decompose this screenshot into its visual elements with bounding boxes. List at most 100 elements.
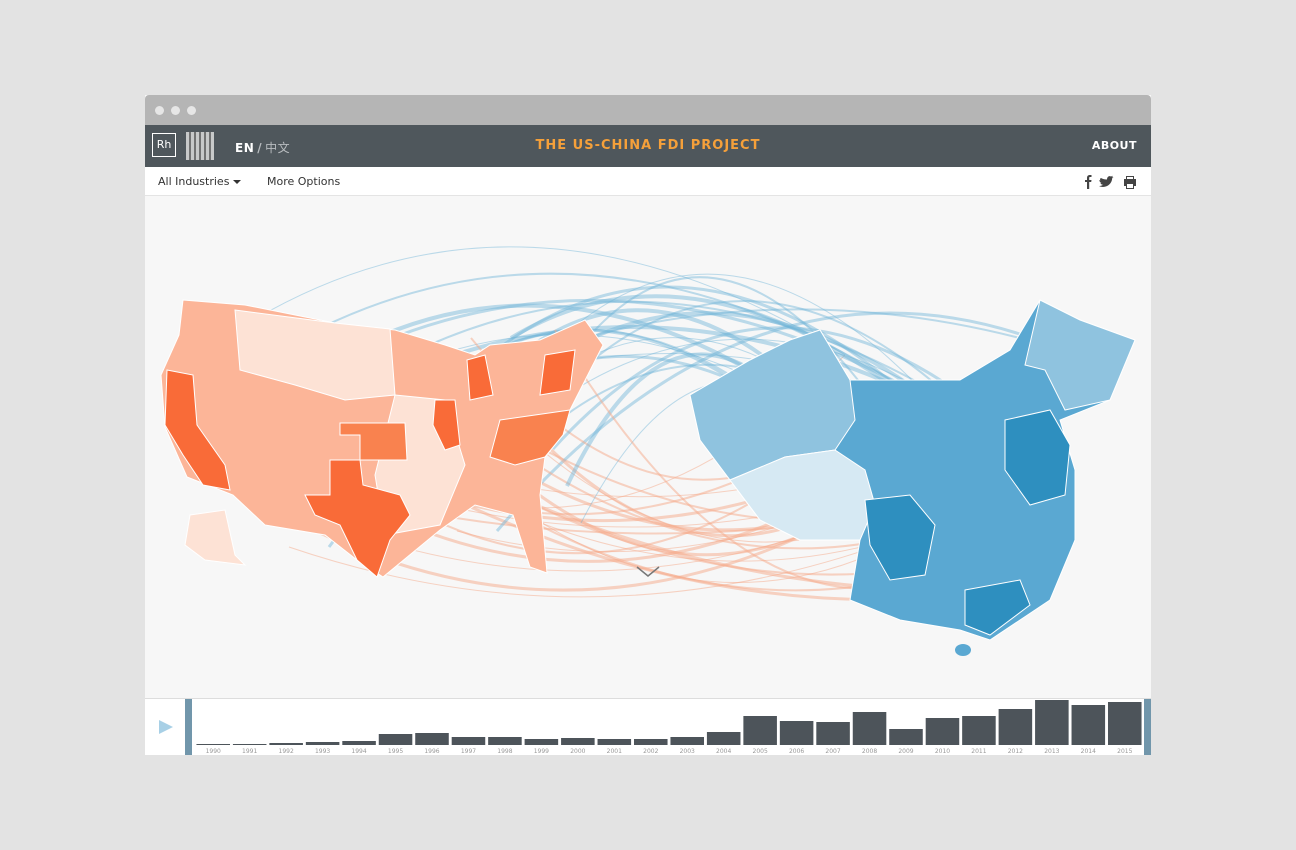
year-bar xyxy=(998,709,1033,745)
year-bar xyxy=(1107,702,1142,745)
year-label: 2004 xyxy=(716,748,731,755)
year-bar xyxy=(962,716,996,745)
year-label: 1992 xyxy=(279,748,294,755)
year-label: 2000 xyxy=(570,748,585,755)
timeline: 1990 1991 1992 1993 1994 1995 1996 1997 1998 1999… xyxy=(145,698,1151,755)
industries-dropdown[interactable]: All Industries xyxy=(158,175,241,188)
flow-arc xyxy=(538,300,999,445)
window-dot[interactable] xyxy=(171,106,180,115)
year-bar xyxy=(743,716,777,745)
year-bar xyxy=(305,742,340,745)
year-label: 2007 xyxy=(825,748,840,755)
year-bar xyxy=(561,738,595,745)
year-label: 1994 xyxy=(351,748,366,755)
year-label: 2011 xyxy=(971,748,986,755)
year-bar xyxy=(415,733,449,745)
us-newyork[interactable] xyxy=(539,349,576,396)
us-oklahoma[interactable] xyxy=(339,422,408,461)
year-label: 1991 xyxy=(242,748,257,755)
year-bar xyxy=(269,743,303,745)
year-label: 2012 xyxy=(1008,748,1023,755)
facebook-icon[interactable] xyxy=(1085,175,1092,189)
play-button[interactable] xyxy=(159,720,173,734)
site-title: THE US-CHINA FDI PROJECT xyxy=(535,138,761,153)
us-california[interactable] xyxy=(164,369,231,491)
year-label: 1993 xyxy=(315,748,330,755)
china-sichuan[interactable] xyxy=(864,494,936,581)
year-label: 2010 xyxy=(935,748,950,755)
dropdown-caret xyxy=(232,180,241,184)
us-texas[interactable] xyxy=(304,459,411,578)
flow-arc xyxy=(495,311,1080,532)
year-label: 2003 xyxy=(680,748,695,755)
range-handle-right[interactable] xyxy=(1144,699,1151,755)
year-label: 2013 xyxy=(1044,748,1059,755)
year-bar xyxy=(706,732,741,745)
year-bar xyxy=(524,739,559,745)
year-bar xyxy=(232,744,267,745)
year-label: 1998 xyxy=(497,748,512,755)
china-east[interactable] xyxy=(1004,409,1071,506)
flow-arc xyxy=(509,294,894,388)
year-label: 2009 xyxy=(898,748,913,755)
flow-arc xyxy=(244,246,846,356)
more-options[interactable]: More Options xyxy=(267,175,341,188)
flow-arc xyxy=(258,272,899,385)
year-bar xyxy=(378,734,413,745)
year-label: 2005 xyxy=(753,748,768,755)
qr-code xyxy=(186,132,214,160)
china-guangdong[interactable] xyxy=(964,579,1031,636)
year-label: 1990 xyxy=(206,748,221,755)
window-dot[interactable] xyxy=(187,106,196,115)
year-bar xyxy=(670,737,705,745)
year-label: 2001 xyxy=(607,748,622,755)
logo[interactable]: Rh xyxy=(152,133,176,157)
year-label: 1997 xyxy=(461,748,476,755)
header: Rh EN / 中文 THE US-CHINA FDI PROJECT ABOUT xyxy=(145,125,1151,167)
year-bar xyxy=(196,744,231,745)
year-bar xyxy=(779,721,814,745)
print-icon[interactable] xyxy=(1124,176,1136,189)
browser-window: Rh EN / 中文 THE US-CHINA FDI PROJECT ABOUT … xyxy=(145,95,1151,755)
us-east[interactable] xyxy=(489,409,571,466)
year-bar xyxy=(889,729,923,745)
year-bar xyxy=(1035,700,1069,745)
title-bar xyxy=(145,95,1151,125)
us-michigan[interactable] xyxy=(466,354,494,401)
lang-separator: / xyxy=(257,141,263,155)
year-label: 2006 xyxy=(789,748,804,755)
twitter-icon[interactable] xyxy=(1099,175,1114,187)
range-handle-left[interactable] xyxy=(185,699,192,755)
flow-map xyxy=(160,246,1136,656)
year-bar xyxy=(1071,705,1106,745)
year-label: 1999 xyxy=(534,748,549,755)
scroll-down-chevron[interactable] xyxy=(636,566,660,577)
year-label: 2015 xyxy=(1117,748,1132,755)
china-hainan[interactable] xyxy=(955,644,971,656)
year-bar xyxy=(451,737,486,745)
lang-zh[interactable]: 中文 xyxy=(265,141,291,155)
year-label: 1995 xyxy=(388,748,403,755)
year-label: 2014 xyxy=(1081,748,1096,755)
year-bar xyxy=(597,739,632,745)
year-bar xyxy=(488,737,522,745)
industries-label[interactable]: All Industries xyxy=(158,175,230,188)
window-dot[interactable] xyxy=(155,106,164,115)
year-label: 1996 xyxy=(424,748,439,755)
us-illinois[interactable] xyxy=(432,399,461,451)
about-link[interactable]: ABOUT xyxy=(1091,139,1137,152)
lang-en[interactable]: EN xyxy=(235,141,255,155)
year-label: 2002 xyxy=(643,748,658,755)
us-region-light[interactable] xyxy=(234,309,396,401)
year-bar xyxy=(852,712,887,745)
year-bars: 1990 1991 1992 1993 1994 1995 1996 1997 1998 1999… xyxy=(196,700,1142,755)
china-xinjiang[interactable] xyxy=(689,329,856,481)
year-bar xyxy=(925,718,960,745)
timeline-chart: 1990 1991 1992 1993 1994 1995 1996 1997 1998 1999… xyxy=(159,699,1151,755)
language-switch: EN / 中文 xyxy=(235,139,290,156)
china-northeast[interactable] xyxy=(1024,299,1136,411)
toolbar: All Industries More Options xyxy=(145,167,1151,196)
year-bar xyxy=(816,722,850,745)
us-alaska[interactable] xyxy=(184,509,247,566)
